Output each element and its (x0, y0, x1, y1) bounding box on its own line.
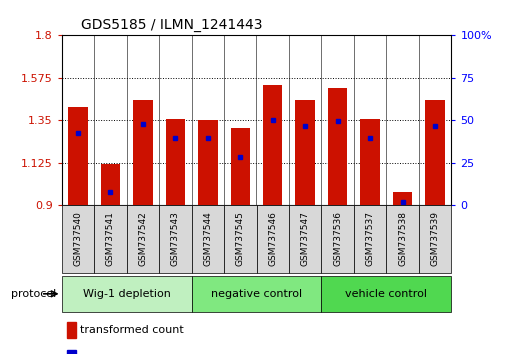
Text: GSM737538: GSM737538 (398, 211, 407, 267)
Text: protocol: protocol (11, 289, 56, 299)
Text: GSM737543: GSM737543 (171, 211, 180, 267)
Bar (425, 99, 445, 205)
Text: Wig-1 depletion: Wig-1 depletion (83, 289, 170, 299)
Bar (133, 99, 152, 205)
Text: vehicle control: vehicle control (345, 289, 427, 299)
Text: GSM737537: GSM737537 (366, 211, 374, 267)
Bar (68, 107, 88, 205)
Text: GSM737536: GSM737536 (333, 211, 342, 267)
Text: GSM737544: GSM737544 (203, 212, 212, 266)
Text: transformed count: transformed count (80, 325, 183, 335)
Text: GSM737545: GSM737545 (236, 211, 245, 267)
Bar (101, 164, 120, 205)
Text: GSM737541: GSM737541 (106, 211, 115, 267)
Text: GSM737546: GSM737546 (268, 211, 277, 267)
Text: GSM737547: GSM737547 (301, 211, 310, 267)
Text: GSM737539: GSM737539 (431, 211, 440, 267)
Bar (198, 120, 218, 205)
Bar (361, 119, 380, 205)
Bar (295, 99, 315, 205)
Text: GSM737540: GSM737540 (73, 211, 82, 267)
Text: negative control: negative control (211, 289, 302, 299)
Bar (393, 192, 412, 205)
Bar (166, 119, 185, 205)
Text: GSM737542: GSM737542 (139, 212, 147, 266)
Bar (230, 128, 250, 205)
Text: GDS5185 / ILMN_1241443: GDS5185 / ILMN_1241443 (81, 18, 263, 32)
Bar (328, 88, 347, 205)
Bar (263, 85, 283, 205)
